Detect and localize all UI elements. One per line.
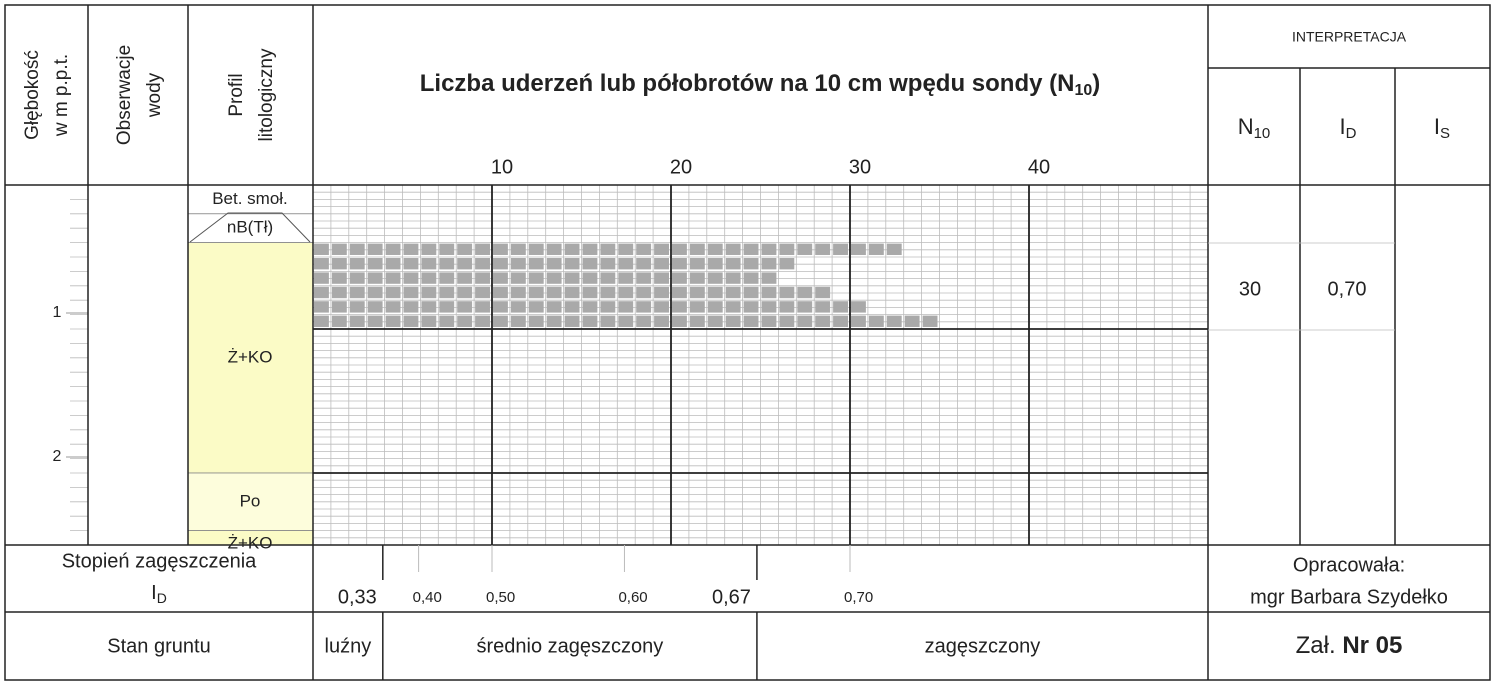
x-tick-label: 10	[491, 156, 513, 178]
h-sub: S	[1440, 125, 1450, 142]
header: litologiczny	[256, 48, 277, 141]
h-sub: 10	[1254, 125, 1271, 142]
density-tick-label: 0,33	[338, 586, 377, 608]
interp-header: ID	[1340, 114, 1357, 142]
density-label: Stopień zagęszczenia	[62, 550, 257, 572]
header: Obserwacje	[114, 45, 135, 145]
outer-frame	[4, 4, 1491, 681]
chart-title: Liczba uderzeń lub półobrotów na 10 cm w…	[420, 70, 1101, 99]
density-tick-label: 0,67	[712, 586, 751, 608]
state-label: Stan gruntu	[107, 635, 210, 657]
profile-symbol	[189, 212, 311, 243]
y-tick-label: 1	[53, 304, 62, 321]
profile-layer	[187, 242, 314, 474]
profile-label: Ż+KO	[228, 347, 273, 366]
bar	[313, 271, 779, 286]
title-sub: 10	[1074, 82, 1092, 99]
density-tick-label: 0,60	[618, 589, 647, 606]
h: I	[1340, 114, 1346, 139]
bar	[313, 285, 833, 301]
header: w m p.p.t.	[51, 54, 72, 137]
header: wody	[144, 72, 165, 118]
x-tick-label: 30	[849, 156, 871, 178]
bar	[313, 300, 868, 315]
profile-label: Po	[240, 491, 261, 510]
annex-number: Nr 05	[1342, 632, 1402, 659]
profile-label: Ż+KO	[228, 533, 273, 552]
density-tick-label: 0,70	[844, 589, 873, 606]
annex-prefix: Zał.	[1296, 632, 1336, 659]
header: Głębokość	[22, 50, 43, 140]
density-symbol: ID	[151, 582, 167, 605]
profile-layer	[187, 472, 314, 531]
title-end: )	[1092, 70, 1100, 97]
y-tick-label: 2	[53, 448, 62, 465]
interp-value: 30	[1239, 278, 1261, 300]
interp-header: IS	[1434, 114, 1450, 142]
state-class: luźny	[325, 635, 372, 657]
grid	[70, 184, 1209, 546]
s: I	[151, 582, 157, 604]
x-tick-label: 40	[1028, 156, 1050, 178]
interp-value: 0,70	[1328, 278, 1367, 300]
interp-header: N10	[1238, 114, 1271, 142]
h: N	[1238, 114, 1254, 139]
density-tick-label: 0,40	[413, 589, 442, 606]
density-tick-label: 0,50	[486, 589, 515, 606]
state-class: zagęszczony	[925, 635, 1041, 657]
h: I	[1434, 114, 1440, 139]
state-class: średnio zagęszczony	[476, 635, 663, 657]
profile-label: nB(Tł)	[227, 218, 273, 237]
author-label: Opracowała:	[1293, 554, 1405, 576]
bar	[313, 242, 904, 257]
interp-title: INTERPRETACJA	[1292, 29, 1407, 45]
bar	[313, 257, 797, 272]
title-text: Liczba uderzeń lub półobrotów na 10 cm w…	[420, 70, 1075, 97]
profile-label: Bet. smoł.	[212, 189, 288, 208]
marks	[66, 185, 1208, 545]
profile-layer	[187, 184, 314, 215]
bar	[313, 314, 940, 329]
s-sub: D	[157, 590, 167, 606]
header: Profil	[226, 73, 247, 116]
author-name: mgr Barbara Szydełko	[1250, 586, 1448, 608]
x-tick-label: 20	[670, 156, 692, 178]
annex: Zał. Nr 05	[1296, 632, 1403, 659]
h-sub: D	[1346, 125, 1357, 142]
